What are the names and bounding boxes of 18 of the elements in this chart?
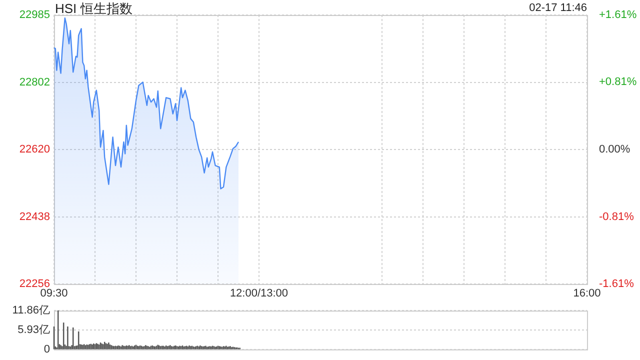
y2-tick-label: +0.81% — [599, 76, 637, 88]
y2-tick-label: -1.61% — [599, 278, 634, 290]
y2-tick-label: +1.61% — [599, 9, 637, 22]
y-tick-label: 22256 — [19, 278, 50, 290]
y2-tick-label: 0.00% — [599, 144, 630, 156]
y-tick-label: 11.86亿 — [12, 304, 50, 317]
y-tick-label: 22985 — [19, 9, 50, 22]
x-tick-label: 16:00 — [573, 288, 601, 300]
text: 02-17 11:46 — [529, 2, 587, 14]
y-tick-label: 22802 — [19, 76, 50, 89]
y2-tick-label: -0.81% — [599, 211, 634, 224]
x-tick-label: 09:30 — [40, 288, 68, 300]
y-tick-label: 0 — [44, 343, 50, 356]
y-tick-label: 22620 — [19, 144, 50, 156]
y-tick-label: 5.93亿 — [18, 324, 50, 336]
y-tick-label: 22438 — [19, 210, 50, 223]
chart-title: HSI 恒生指数 — [55, 0, 132, 18]
x-tick-label: 12:00/13:00 — [230, 288, 288, 300]
